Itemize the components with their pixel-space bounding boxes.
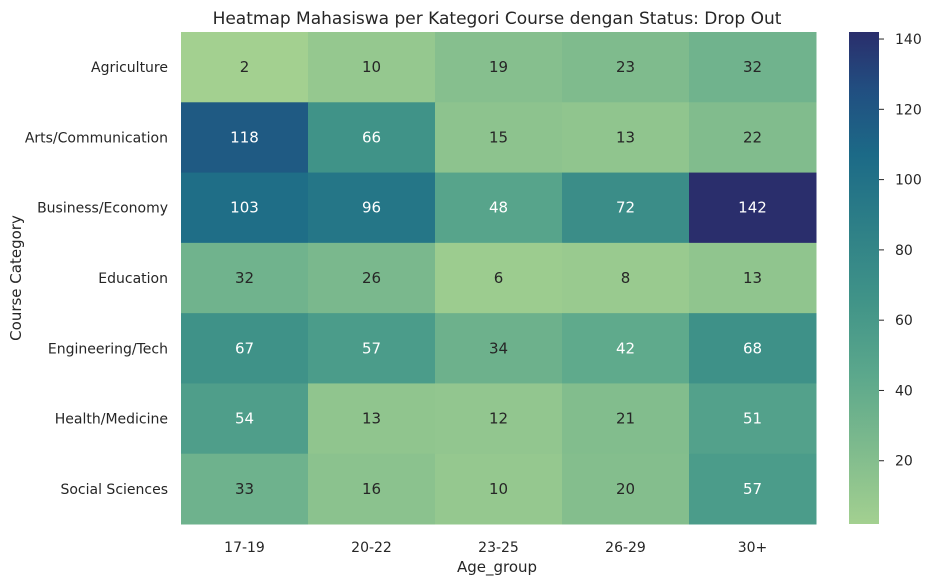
heatmap-cell (308, 383, 436, 455)
heatmap-cell (689, 383, 817, 455)
cell-value-label: 103 (230, 199, 259, 217)
heatmap-cell (308, 172, 436, 244)
heatmap-cell (435, 313, 563, 384)
cell-value-label: 66 (362, 128, 381, 146)
cell-value-label: 12 (489, 410, 508, 428)
colorbar-tick-label: 140 (895, 32, 922, 48)
colorbar-tick-label: 60 (895, 313, 913, 329)
y-axis-ticks: Agriculture Arts/Communication Business/Ec… (25, 60, 168, 498)
heatmap-cell (435, 102, 563, 174)
x-tick-label: 23-25 (478, 540, 519, 556)
x-tick-label: 17-19 (224, 540, 265, 556)
heatmap-cell (435, 453, 563, 525)
cell-value-label: 22 (743, 128, 762, 146)
heatmap-cell (562, 32, 690, 103)
cell-value-label: 13 (743, 269, 762, 287)
y-tick-label: Social Sciences (60, 482, 168, 498)
cell-value-label: 32 (743, 58, 762, 76)
cell-value-label: 142 (738, 199, 767, 217)
cell-value-label: 8 (621, 269, 631, 287)
heatmap-cell (308, 32, 436, 103)
heatmap-cell (181, 172, 309, 244)
cell-value-label: 13 (616, 128, 635, 146)
cell-value-label: 57 (362, 339, 381, 357)
heatmap-cell (689, 242, 817, 314)
heatmap-cell (562, 383, 690, 455)
cell-value-label: 23 (616, 58, 635, 76)
heatmap-cell (689, 102, 817, 174)
heatmap-cell (689, 313, 817, 384)
y-axis-label: Course Category (7, 215, 25, 341)
heatmap-cell (181, 383, 309, 455)
y-tick-label: Agriculture (91, 60, 168, 76)
heatmap-cell (181, 102, 309, 174)
cell-value-label: 57 (743, 480, 762, 498)
colorbar-ticks: 20 40 60 80 100 120 140 (879, 32, 922, 470)
heatmap-cell (562, 313, 690, 384)
cell-value-label: 51 (743, 410, 762, 428)
y-tick-label: Education (98, 271, 168, 287)
heatmap-cell (308, 453, 436, 525)
y-tick-label: Arts/Communication (25, 130, 168, 146)
heatmap-cell (181, 313, 309, 384)
x-tick-label: 20-22 (351, 540, 392, 556)
cell-value-label: 72 (616, 199, 635, 217)
x-tick-label: 30+ (738, 540, 768, 556)
colorbar-tick-label: 20 (895, 454, 913, 470)
cell-value-label: 68 (743, 339, 762, 357)
cell-value-label: 26 (362, 269, 381, 287)
heatmap-cell (562, 172, 690, 244)
cell-value-label: 15 (489, 128, 508, 146)
colorbar (849, 32, 879, 524)
cell-value-label: 21 (616, 410, 635, 428)
heatmap-cell (181, 32, 309, 103)
y-tick-label: Health/Medicine (55, 412, 168, 428)
heatmap-cell (435, 383, 563, 455)
cell-value-label: 32 (235, 269, 254, 287)
cell-value-label: 19 (489, 58, 508, 76)
cell-value-label: 20 (616, 480, 635, 498)
heatmap-cell (562, 102, 690, 174)
cell-value-label: 48 (489, 199, 508, 217)
cell-value-label: 42 (616, 339, 635, 357)
cell-value-label: 10 (489, 480, 508, 498)
cell-value-label: 33 (235, 480, 254, 498)
heatmap-cell (181, 242, 309, 314)
cell-value-label: 16 (362, 480, 381, 498)
heatmap-cell (562, 242, 690, 314)
heatmap-cell (308, 313, 436, 384)
y-tick-label: Business/Economy (37, 201, 168, 217)
heatmap-cell (689, 453, 817, 525)
cell-value-label: 96 (362, 199, 381, 217)
heatmap-cell (435, 242, 563, 314)
cell-value-label: 13 (362, 410, 381, 428)
heatmap-cell (308, 242, 436, 314)
cell-value-label: 10 (362, 58, 381, 76)
x-axis-label: Age_group (457, 558, 537, 577)
x-tick-label: 26-29 (605, 540, 646, 556)
y-tick-label: Engineering/Tech (48, 341, 168, 357)
cell-value-label: 67 (235, 339, 254, 357)
heatmap-cell (689, 172, 817, 244)
x-axis-ticks: 17-19 20-22 23-25 26-29 30+ (224, 540, 767, 556)
colorbar-tick-label: 40 (895, 383, 913, 399)
cell-value-label: 118 (230, 128, 259, 146)
cell-value-label: 34 (489, 339, 508, 357)
heatmap-cell (435, 172, 563, 244)
heatmap-cell (435, 32, 563, 103)
heatmap-cell (181, 453, 309, 525)
colorbar-tick-label: 100 (895, 173, 922, 189)
colorbar-tick-label: 80 (895, 243, 913, 259)
cell-value-label: 6 (494, 269, 504, 287)
heatmap-cell (689, 32, 817, 103)
heatmap-cell (308, 102, 436, 174)
colorbar-tick-label: 120 (895, 102, 922, 118)
chart-title: Heatmap Mahasiswa per Kategori Course de… (213, 9, 782, 29)
cell-value-label: 2 (240, 58, 250, 76)
heatmap-cell (562, 453, 690, 525)
cell-value-label: 54 (235, 410, 254, 428)
